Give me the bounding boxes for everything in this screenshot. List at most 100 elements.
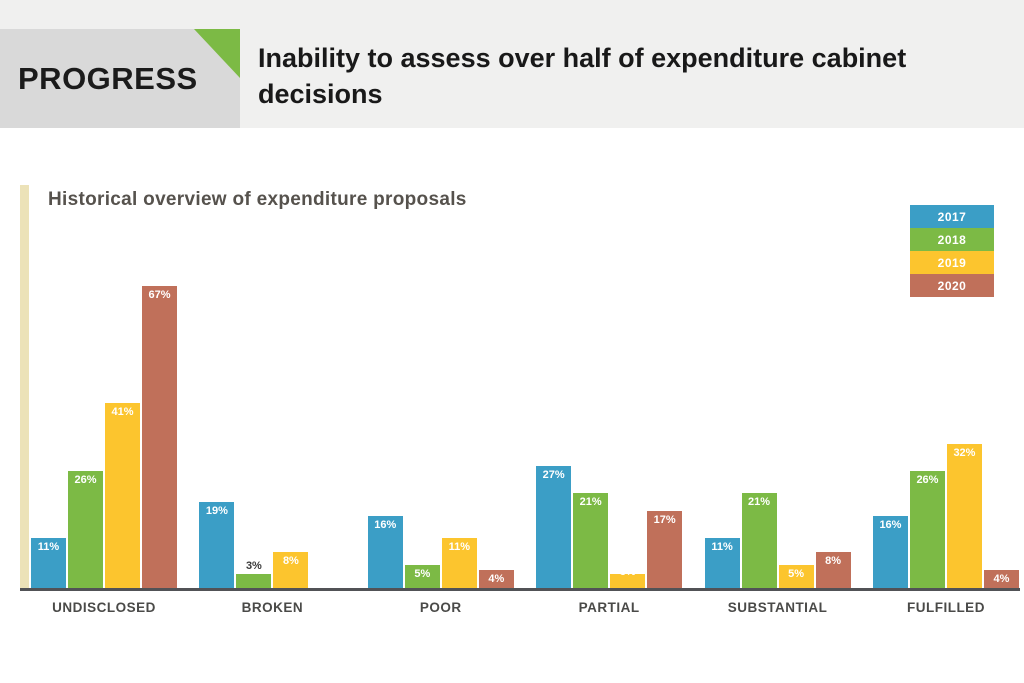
kicker-label: PROGRESS [18,60,198,96]
bar-value-label: 32% [953,447,976,459]
bar-slot: 16% [872,516,908,588]
bar-slot: 11% [31,538,66,588]
bar-slot: 16% [367,516,403,588]
bar-2017-undisclosed: 11% [31,538,66,588]
bar-slot: 11% [704,538,740,588]
bar-value-label: 4% [488,573,505,585]
bars-row: 16% 5% 11% 4% [367,516,514,588]
bar-group-fulfilled: 16% 26% 32% 4% FULFILLED [872,444,1019,615]
bar-value-label: 16% [374,519,397,531]
bar-2018-partial: 21% [573,493,609,588]
bar-2018-fulfilled: 26% [909,471,945,588]
category-label: SUBSTANTIAL [727,600,828,615]
bar-group-substantial: 11% 21% 5% 8% SUBSTANTIAL [704,493,851,615]
bar-2017-fulfilled: 16% [872,516,908,588]
bar-value-label: 27% [542,469,565,481]
corner-triangle-decoration [194,29,240,78]
legend-item-2019: 2019 [910,251,994,274]
bar-slot: 32% [946,444,982,588]
bar-2017-poor: 16% [367,516,403,588]
bar-slot: 4% [478,570,514,588]
bar-value-label: 16% [879,519,902,531]
plot-groups: 11% 26% 41% 67% UNDISCLOSED 19% 3% 8% BROKEN 16% 5… [31,286,1019,615]
bar-slot: 27% [536,466,572,588]
bar-value-label: 21% [748,496,771,508]
bar-2018-substantial: 21% [741,493,777,588]
bar-2018-undisclosed: 26% [68,471,103,588]
category-label: PARTIAL [578,600,640,615]
bar-group-partial: 27% 21% 3% 17% PARTIAL [536,466,683,615]
header-band: PROGRESS Inability to assess over half o… [0,0,1024,128]
bar-value-label: 11% [37,541,60,553]
legend-item-2020: 2020 [910,274,994,297]
bar-slot: 5% [778,565,814,588]
bar-2018-broken: 3% [236,560,272,588]
bar-value-label: 21% [579,496,602,508]
bar-2020-undisclosed: 67% [142,286,177,588]
bar-value-label: 4% [993,573,1010,585]
page-title: Inability to assess over half of expendi… [258,43,907,109]
bars-row: 16% 26% 32% 4% [872,444,1019,588]
category-label: UNDISCLOSED [52,600,156,615]
bar-2018-poor: 5% [404,565,440,588]
bar-2019-undisclosed: 41% [105,403,140,588]
bar-value-label: 67% [148,289,171,301]
bar-value-label: 11% [711,541,733,553]
bar-2017-partial: 27% [536,466,572,588]
bar-slot: 17% [647,511,683,588]
bar-2020-poor: 4% [478,570,514,588]
bar-value-label: 41% [111,406,134,418]
bar-2019-broken: 8% [273,552,309,588]
bar-2020-partial: 17% [647,511,683,588]
bar-slot: 67% [142,286,177,588]
bars-row: 11% 21% 5% 8% [704,493,851,588]
legend-item-2018: 2018 [910,228,994,251]
bar-slot: 3% [610,566,646,588]
bar-2019-substantial: 5% [778,565,814,588]
bar-value-label: 26% [74,474,97,486]
bar-slot: 8% [815,552,851,588]
bar-2019-poor: 11% [441,538,477,588]
bars-row: 27% 21% 3% 17% [536,466,683,588]
bar-slot: 3% [236,560,272,588]
bar-2020-substantial: 8% [815,552,851,588]
bar-value-label: 26% [916,474,939,486]
bar-value-label: 17% [653,514,676,526]
bar-2019-partial: 3% [610,566,646,588]
bar-2020-fulfilled: 4% [983,570,1019,588]
bar-slot: 8% [273,552,309,588]
bar-slot: 41% [105,403,140,588]
bar-slot: 5% [404,565,440,588]
kicker-box: PROGRESS [0,29,240,128]
legend: 2017 2018 2019 2020 [910,205,994,297]
bar-slot: 21% [741,493,777,588]
bars-row: 19% 3% 8% [199,502,345,588]
category-label: FULFILLED [906,600,985,615]
bar-2019-fulfilled: 32% [946,444,982,588]
bar-2017-broken: 19% [199,502,235,588]
bar-value-label: 5% [414,568,431,580]
bar-slot: 26% [909,471,945,588]
bars-row: 11% 26% 41% 67% [31,286,177,588]
category-label: BROKEN [241,600,304,615]
legend-item-2017: 2017 [910,205,994,228]
bar-value-label: 5% [788,568,805,580]
bar-value-label: 8% [825,555,842,567]
bar-group-broken: 19% 3% 8% BROKEN [199,502,345,615]
bar-value-label: 3% [619,566,636,578]
bar-slot: 4% [983,570,1019,588]
bar-value-label: 3% [245,560,262,572]
bar-2017-substantial: 11% [704,538,740,588]
category-label: POOR [419,600,462,615]
y-axis-stripe [20,185,29,590]
x-axis-line [20,588,1020,591]
chart-title: Historical overview of expenditure propo… [48,189,467,210]
bar-value-label: 11% [448,541,470,553]
bar-group-poor: 16% 5% 11% 4% POOR [367,516,514,615]
bar-value-label: 19% [205,505,228,517]
bar-slot: 26% [68,471,103,588]
bar-slot: 21% [573,493,609,588]
bar-slot: 11% [441,538,477,588]
bar-value-label: 8% [282,555,299,567]
